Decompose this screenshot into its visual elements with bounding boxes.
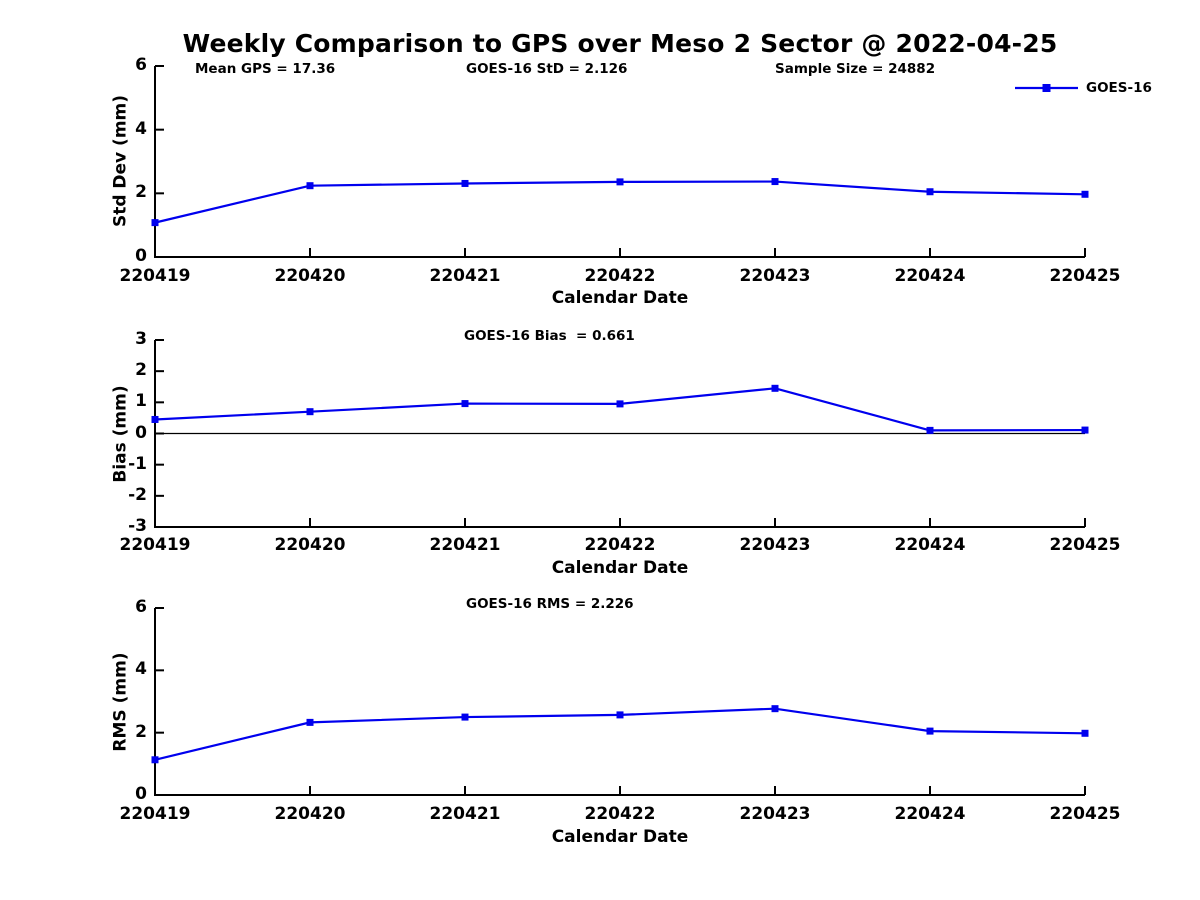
- data-point-marker: [771, 705, 779, 713]
- axis-frame: [154, 66, 1085, 258]
- x-tick-label: 220424: [894, 266, 966, 286]
- data-point-marker: [616, 178, 624, 186]
- x-tick-label: 220425: [1049, 535, 1121, 555]
- data-point-marker: [771, 178, 779, 186]
- x-tick-label: 220423: [739, 535, 811, 555]
- x-tick-label: 220420: [274, 535, 346, 555]
- data-point-marker: [306, 408, 314, 416]
- data-point-marker: [461, 400, 469, 408]
- annotation-sample-size: Sample Size = 24882: [775, 61, 936, 77]
- x-tick-label: 220419: [119, 266, 191, 286]
- data-point-marker: [461, 179, 469, 187]
- x-tick-label: 220419: [119, 804, 191, 824]
- y-tick-label: 2: [135, 182, 147, 203]
- data-point-marker: [461, 713, 469, 721]
- data-point-marker: [771, 384, 779, 392]
- y-tick-label: 0: [135, 422, 147, 443]
- x-tick-label: 220425: [1049, 804, 1121, 824]
- y-tick-label: -3: [128, 516, 147, 536]
- data-point-marker: [616, 711, 624, 719]
- data-point-marker: [151, 415, 159, 423]
- x-tick-label: 220424: [894, 804, 966, 824]
- figure-title: Weekly Comparison to GPS over Meso 2 Sec…: [182, 29, 1058, 58]
- x-tick-label: 220425: [1049, 266, 1121, 286]
- data-point-marker: [926, 188, 934, 196]
- x-tick-label: 220423: [739, 804, 811, 824]
- data-point-marker: [616, 400, 624, 408]
- axis-frame: [154, 608, 1085, 796]
- data-point-marker: [1081, 426, 1089, 434]
- annotation-mean-gps: Mean GPS = 17.36: [195, 61, 336, 77]
- data-point-marker: [306, 718, 314, 726]
- y-tick-label: 2: [135, 360, 147, 381]
- legend-label: GOES-16: [1086, 80, 1152, 96]
- x-tick-label: 220421: [429, 535, 501, 555]
- x-tick-label: 220420: [274, 266, 346, 286]
- subplot-std-dev: [151, 65, 1089, 258]
- y-tick-label: 4: [135, 118, 147, 139]
- data-point-marker: [926, 727, 934, 735]
- x-tick-label: 220422: [584, 804, 656, 824]
- subplot-rms: [151, 607, 1089, 796]
- y-tick-label: -2: [128, 484, 147, 505]
- y-tick-label: 1: [135, 391, 147, 412]
- y-tick-label: 3: [135, 329, 147, 349]
- x-tick-label: 220422: [584, 266, 656, 286]
- x-tick-label: 220421: [429, 804, 501, 824]
- subplot-bias: [151, 339, 1089, 528]
- annotation-goes16-std: GOES-16 StD = 2.126: [466, 61, 628, 77]
- annotation-goes16-bias: GOES-16 Bias = 0.661: [464, 328, 635, 344]
- data-point-marker: [926, 426, 934, 434]
- legend-marker: [1042, 84, 1051, 92]
- y-tick-label: 6: [135, 597, 147, 617]
- x-axis-label-stddev: Calendar Date: [551, 288, 689, 308]
- y-tick-label: 0: [135, 784, 147, 804]
- y-tick-label: 4: [135, 659, 147, 680]
- series-line: [154, 180, 1086, 224]
- x-tick-label: 220419: [119, 535, 191, 555]
- y-tick-label: -1: [128, 453, 147, 474]
- y-tick-label: 2: [135, 721, 147, 742]
- x-axis-label-rms: Calendar Date: [551, 827, 689, 847]
- y-tick-label: 0: [135, 246, 147, 266]
- x-tick-label: 220422: [584, 535, 656, 555]
- y-tick-label: 6: [135, 55, 147, 75]
- x-tick-label: 220420: [274, 804, 346, 824]
- data-point-marker: [151, 756, 159, 764]
- annotation-goes16-rms: GOES-16 RMS = 2.226: [466, 596, 634, 612]
- x-tick-label: 220423: [739, 266, 811, 286]
- x-axis-label-bias: Calendar Date: [551, 558, 689, 578]
- data-point-marker: [1081, 190, 1089, 198]
- data-point-marker: [151, 219, 159, 227]
- y-axis-label-stddev: Std Dev (mm): [110, 94, 131, 228]
- x-tick-label: 220424: [894, 535, 966, 555]
- data-point-marker: [1081, 729, 1089, 737]
- series-line: [154, 387, 1086, 432]
- x-tick-label: 220421: [429, 266, 501, 286]
- data-point-marker: [306, 182, 314, 190]
